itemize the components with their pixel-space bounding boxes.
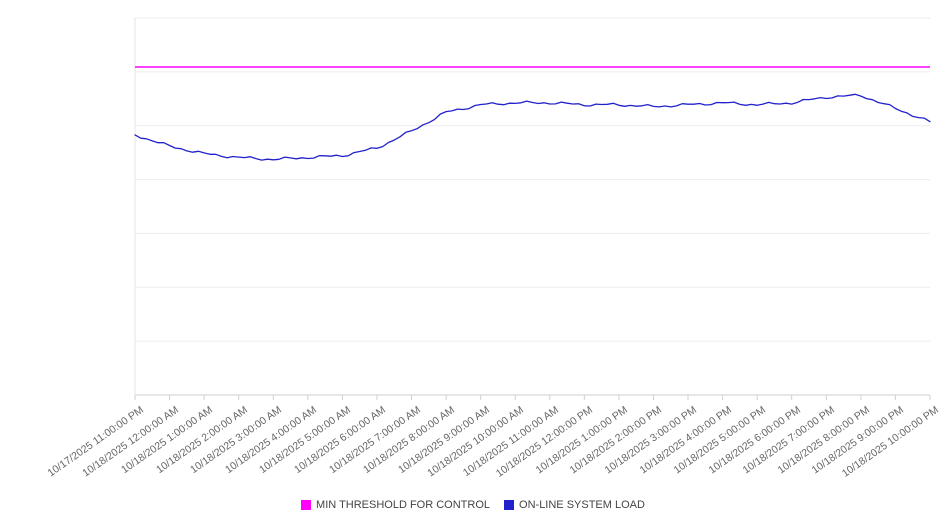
legend-label: MIN THRESHOLD FOR CONTROL — [316, 499, 491, 511]
legend-item-min-threshold[interactable]: MIN THRESHOLD FOR CONTROL — [301, 499, 490, 511]
online-system-load-swatch-icon — [504, 500, 515, 510]
legend-item-online-system-load[interactable]: ON-LINE SYSTEM LOAD — [504, 499, 645, 511]
online-system-load-line — [134, 93, 931, 161]
chart-legend: MIN THRESHOLD FOR CONTROL ON-LINE SYSTEM… — [0, 499, 946, 511]
min-threshold-swatch-icon — [301, 500, 312, 510]
legend-label: ON-LINE SYSTEM LOAD — [519, 499, 645, 511]
